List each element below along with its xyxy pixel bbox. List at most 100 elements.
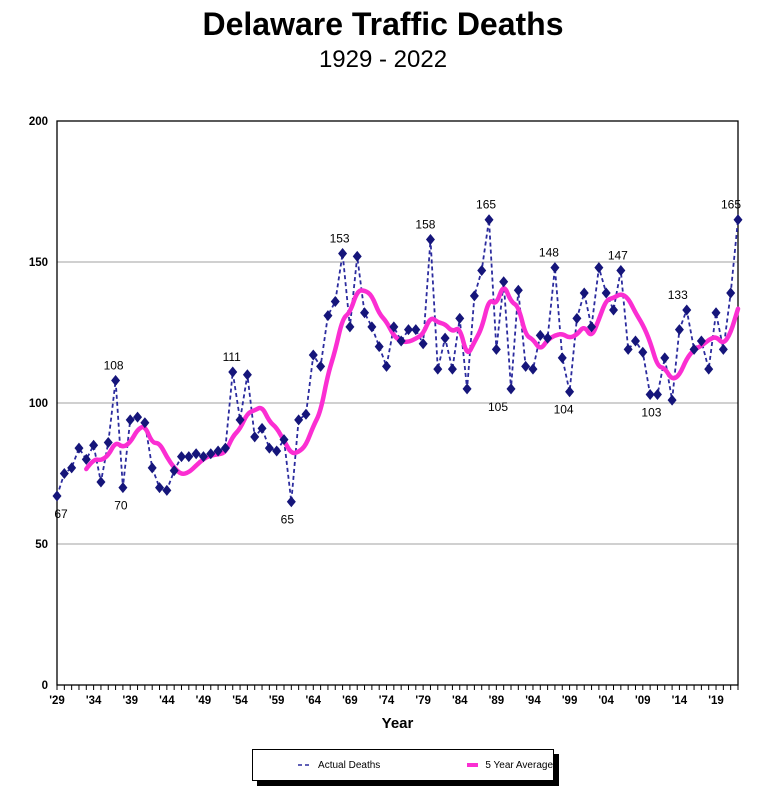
data-label: 158 xyxy=(415,217,435,231)
data-point-marker xyxy=(176,451,186,463)
data-point-marker xyxy=(418,338,428,350)
data-point-marker xyxy=(535,329,545,341)
data-point-marker xyxy=(587,321,597,333)
x-axis-label: '79 xyxy=(415,695,431,707)
data-point-marker xyxy=(579,287,589,299)
data-point-marker xyxy=(572,312,582,324)
data-point-marker xyxy=(638,346,648,358)
x-axis-title: Year xyxy=(382,715,414,732)
data-label: 133 xyxy=(668,288,688,302)
data-point-marker xyxy=(433,363,443,375)
data-point-marker xyxy=(272,445,282,457)
data-point-marker xyxy=(147,462,157,474)
x-axis-label: '94 xyxy=(525,695,541,707)
data-point-marker xyxy=(242,369,252,381)
data-point-marker xyxy=(191,448,201,460)
five-year-average-legend-sample xyxy=(467,763,479,767)
legend-label-actual-deaths: Actual Deaths xyxy=(318,759,381,771)
data-point-marker xyxy=(345,321,355,333)
data-point-marker xyxy=(689,343,699,355)
data-point-marker xyxy=(228,366,238,378)
data-point-marker xyxy=(125,414,135,426)
data-point-marker xyxy=(184,451,194,463)
y-axis-label: 200 xyxy=(29,116,48,128)
data-point-marker xyxy=(352,250,362,262)
data-point-marker xyxy=(513,284,523,296)
data-point-marker xyxy=(286,496,296,508)
x-axis-label: '74 xyxy=(379,695,395,707)
data-point-marker xyxy=(338,248,348,260)
data-point-marker xyxy=(389,321,399,333)
data-point-marker xyxy=(411,324,421,336)
data-label: 165 xyxy=(476,198,496,212)
x-axis-label: '34 xyxy=(86,695,102,707)
data-point-marker xyxy=(323,310,333,322)
data-point-marker xyxy=(308,349,318,361)
data-point-marker xyxy=(630,335,640,347)
actual-deaths-line xyxy=(56,219,739,502)
data-point-marker xyxy=(67,462,77,474)
data-point-marker xyxy=(674,324,684,336)
data-point-marker xyxy=(609,304,619,316)
legend: Actual Deaths 5 Year Average xyxy=(252,749,554,781)
data-point-marker xyxy=(447,363,457,375)
x-axis-label: '09 xyxy=(635,695,651,707)
data-point-marker xyxy=(543,332,553,344)
data-label: 148 xyxy=(539,246,559,260)
data-point-marker xyxy=(440,332,450,344)
data-point-marker xyxy=(623,343,633,355)
x-axis-label: '04 xyxy=(598,695,614,707)
chart-title: Delaware Traffic Deaths xyxy=(202,6,564,42)
data-point-marker xyxy=(660,352,670,364)
data-point-marker xyxy=(74,442,84,454)
chart-svg: 0 50 100 150 200 '29 '34 '39 '44 '49 '54 '59 '64 '69 '… xyxy=(29,116,743,732)
data-label: 147 xyxy=(608,248,628,262)
x-axis-label: '84 xyxy=(452,695,468,707)
data-point-marker xyxy=(455,312,465,324)
data-point-marker xyxy=(155,482,165,494)
data-point-marker xyxy=(162,484,172,496)
data-point-marker xyxy=(301,408,311,420)
data-point-marker xyxy=(103,436,113,448)
plot-area xyxy=(56,120,739,686)
data-point-marker xyxy=(682,304,692,316)
data-point-marker xyxy=(704,363,714,375)
x-axis-label: '19 xyxy=(708,695,724,707)
data-point-marker xyxy=(477,264,487,276)
data-point-marker xyxy=(81,453,91,465)
data-label: 67 xyxy=(54,507,68,521)
data-point-marker xyxy=(521,360,531,372)
data-point-marker xyxy=(133,411,143,423)
data-point-marker xyxy=(52,490,62,502)
data-point-marker xyxy=(645,389,655,401)
data-point-marker xyxy=(140,417,150,429)
data-point-marker xyxy=(250,431,260,443)
data-point-marker xyxy=(382,360,392,372)
data-label: 111 xyxy=(223,350,242,364)
data-point-marker xyxy=(499,276,509,288)
data-point-marker xyxy=(257,422,267,434)
x-axis-label: '89 xyxy=(489,695,505,707)
data-point-marker xyxy=(198,451,208,463)
data-point-marker xyxy=(396,335,406,347)
data-label: 104 xyxy=(554,403,574,417)
data-point-marker xyxy=(557,352,567,364)
data-point-marker xyxy=(491,343,501,355)
data-label: 70 xyxy=(114,499,128,513)
data-point-marker xyxy=(330,295,340,307)
data-label: 153 xyxy=(330,232,350,246)
data-point-marker xyxy=(718,343,728,355)
x-axis-label: '29 xyxy=(49,695,65,707)
data-point-marker xyxy=(506,383,516,395)
data-point-marker xyxy=(367,321,377,333)
data-point-marker xyxy=(316,360,326,372)
data-point-marker xyxy=(696,335,706,347)
y-axis-label: 100 xyxy=(29,398,48,410)
x-axis-label: '64 xyxy=(306,695,322,707)
data-point-marker xyxy=(169,465,179,477)
data-point-marker xyxy=(711,307,721,319)
data-label: 165 xyxy=(721,198,741,212)
data-point-marker xyxy=(294,414,304,426)
x-axis-label: '69 xyxy=(342,695,358,707)
